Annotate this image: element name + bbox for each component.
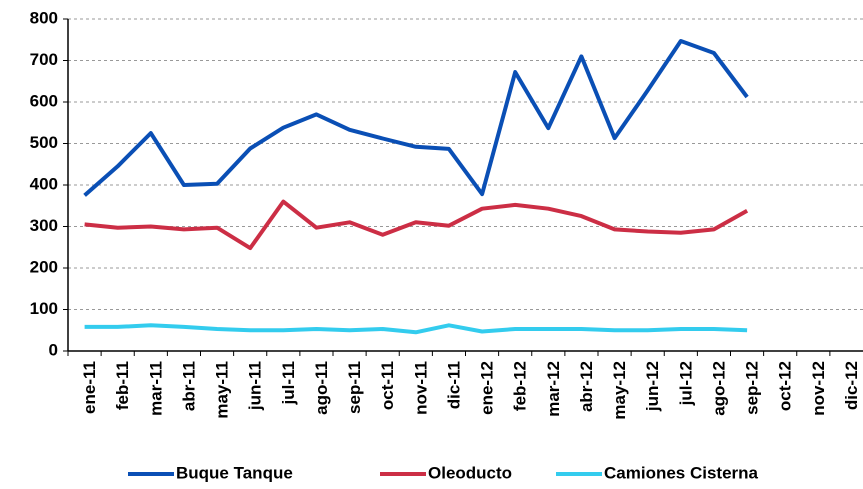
x-tick-label: nov-12 [809, 361, 828, 416]
series-line [84, 199, 749, 251]
x-tick-label: ene-12 [478, 361, 497, 415]
y-tick-label: 700 [30, 50, 58, 69]
x-tick-label: jun-11 [246, 361, 265, 411]
x-tick-label: mar-12 [544, 361, 563, 417]
x-tick-label: nov-11 [411, 361, 430, 415]
x-tick-label: dic-12 [842, 361, 861, 410]
x-tick-label: oct-12 [776, 361, 795, 411]
y-tick-label: 300 [30, 216, 58, 235]
x-tick-label: jun-12 [643, 361, 662, 412]
x-tick-label: sep-11 [345, 361, 364, 414]
y-tick-label: 500 [30, 133, 58, 152]
x-tick-label: abr-12 [577, 361, 596, 412]
x-tick-label: dic-11 [444, 361, 463, 409]
y-tick-label: 100 [30, 299, 58, 318]
y-tick-label: 200 [30, 257, 58, 276]
x-tick-label: feb-11 [113, 361, 132, 410]
legend-label: Buque Tanque [176, 463, 293, 482]
legend-label: Camiones Cisterna [604, 463, 759, 482]
y-tick-label: 800 [30, 8, 58, 27]
x-tick-label: feb-12 [511, 361, 530, 411]
x-tick-label: ago-11 [312, 361, 331, 415]
x-tick-label: may-11 [213, 361, 232, 419]
y-tick-label: 0 [49, 340, 58, 359]
x-tick-label: jul-12 [676, 361, 695, 406]
x-tick-label: ene-11 [80, 361, 99, 414]
x-tick-label: oct-11 [378, 361, 397, 410]
x-tick-label: abr-11 [179, 361, 198, 411]
y-tick-label: 400 [30, 174, 58, 193]
legend-label: Oleoducto [428, 463, 512, 482]
x-tick-label: may-12 [610, 361, 629, 420]
x-tick-label: mar-11 [146, 361, 165, 416]
x-tick-label: sep-12 [743, 361, 762, 415]
series-line [83, 39, 749, 197]
x-tick-label: ago-12 [709, 361, 728, 416]
y-tick-label: 600 [30, 91, 58, 110]
series-line [84, 323, 748, 335]
x-tick-label: jul-11 [279, 361, 298, 405]
